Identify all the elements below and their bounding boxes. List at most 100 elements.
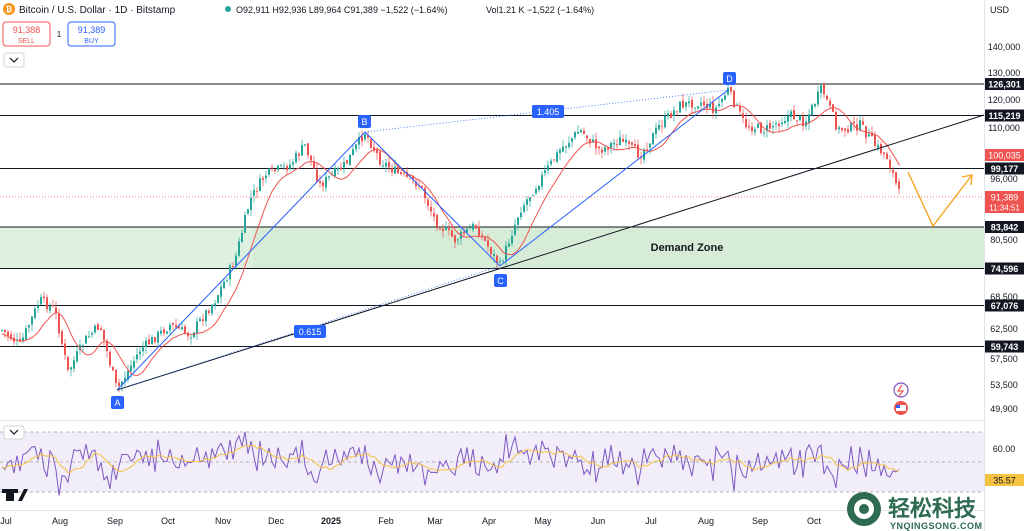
candle-body [454,235,456,243]
candle-body [457,239,459,241]
candle-body [835,112,837,130]
candle-body [574,132,576,138]
candle-body [661,126,663,127]
candle-body [646,149,648,150]
candle-body [277,165,279,170]
candle-body [601,149,603,153]
candle-body [292,162,294,165]
svg-text:60.00: 60.00 [993,444,1016,454]
svg-text:62,500: 62,500 [990,324,1018,334]
candle-body [214,303,216,306]
candle-body [781,122,783,125]
candle-body [316,169,318,182]
candle-body [151,337,153,345]
event-icons[interactable] [893,382,909,415]
candle-body [889,159,891,168]
candle-body [124,377,126,382]
candle-body [349,154,351,166]
candle-body [157,331,159,343]
fib-label-upper: 1.405 [532,105,564,118]
svg-text:130,000: 130,000 [988,68,1021,78]
candle-body [283,165,285,167]
svg-text:Mar: Mar [427,516,443,526]
candle-body [196,321,198,334]
candle-body [619,137,621,145]
svg-text:35.57: 35.57 [993,476,1016,486]
candle-body [607,147,609,150]
candle-body [577,132,579,134]
collapse-legend-button[interactable] [3,52,25,68]
candle-body [217,295,219,303]
candle-body [100,328,102,331]
svg-text:67,076: 67,076 [991,301,1019,311]
bc-leg [364,131,501,267]
candle-body [289,164,291,170]
candle-body [250,197,252,210]
lightning-icon[interactable] [893,382,909,398]
market-status-icon [225,6,231,12]
candle-body [814,104,816,107]
candle-body [676,111,678,113]
candle-body [883,152,885,154]
chart-header: ₿ Bitcoin / U.S. Dollar · 1D · Bitstamp … [3,3,594,16]
candle-body [382,165,384,167]
tradingview-logo [2,489,28,501]
svg-text:Apr: Apr [482,516,496,526]
candle-body [583,130,585,134]
candle-body [391,168,393,173]
projection-arrow [907,171,973,228]
svg-text:49,900: 49,900 [990,404,1018,414]
candle-body [328,176,330,178]
candle-body [580,130,582,133]
buy-button[interactable]: 91,389 BUY [67,21,116,47]
svg-text:Oct: Oct [161,516,176,526]
candle-body [79,344,81,350]
candle-body [106,341,108,352]
candle-body [772,126,774,128]
rsi-collapse-button[interactable] [3,425,25,440]
candle-body [304,144,306,145]
candle-body [421,185,423,188]
trend-lines [116,89,985,391]
sell-button[interactable]: 91,388 SELL [2,21,51,47]
svg-text:轻松科技: 轻松科技 [888,496,977,521]
symbol-title[interactable]: Bitcoin / U.S. Dollar · 1D · Bitstamp [19,5,176,16]
candle-body [727,87,729,95]
candle-body [325,176,327,188]
candle-body [490,247,492,255]
candle-body [556,152,558,162]
candle-body [754,129,756,133]
candle-body [199,318,201,321]
candle-body [40,297,42,305]
candle-body [76,351,78,362]
candle-body [403,172,405,174]
candle-body [622,139,624,142]
svg-text:Dec: Dec [268,516,285,526]
bd-fib-line [364,89,729,133]
candle-body [853,121,855,124]
candle-body [412,175,414,180]
candle-body [163,329,165,334]
candle-body [1,329,3,331]
candle-body [286,166,288,171]
candle-body [886,153,888,160]
candle-body [745,119,747,128]
candle-body [28,325,30,328]
candle-body [703,101,705,106]
rsi-line [1,431,900,496]
candle-body [463,231,465,234]
candle-body [565,146,567,148]
svg-text:0.615: 0.615 [299,327,322,337]
candle-body [424,187,426,199]
candle-body [364,134,366,140]
demand-zone-label: Demand Zone [651,242,724,254]
candle-body [514,224,516,235]
svg-text:Jul: Jul [645,516,657,526]
candle-body [202,319,204,321]
time-axis[interactable] [0,510,984,531]
currency-label[interactable]: USD [990,5,1010,15]
candle-body [43,296,45,299]
candle-body [322,182,324,187]
candle-body [256,191,258,192]
